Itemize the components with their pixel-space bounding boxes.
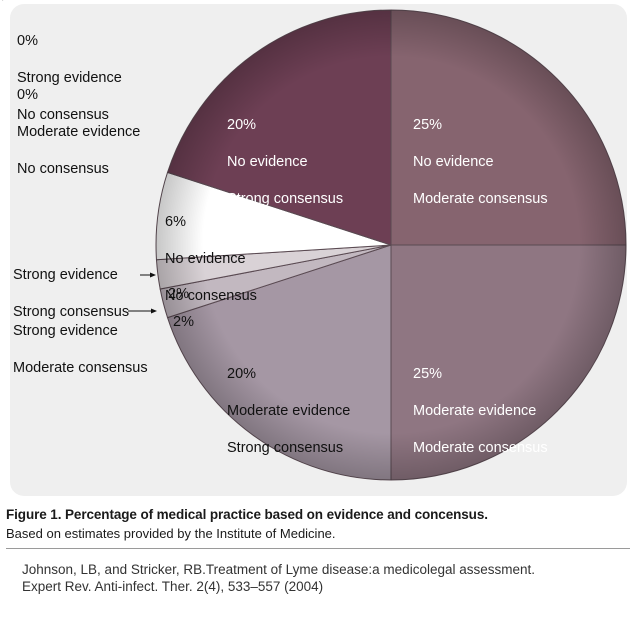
slice-2-pct: 20%	[227, 365, 257, 382]
slice-label-moderate-moderate: 25% Moderate evidence Moderate consensus	[413, 346, 548, 476]
zero-1-evidence: Strong evidence	[17, 69, 122, 86]
slice-0-evidence: No evidence	[413, 153, 494, 170]
zero-label-moderate-no-consensus: 0% Moderate evidence No consensus	[17, 67, 140, 197]
slice-1-pct: 25%	[413, 365, 443, 382]
slice-5-pct: 6%	[165, 213, 186, 230]
zero-1-pct: 0%	[17, 32, 38, 49]
slice-2-consensus: Strong consensus	[227, 439, 344, 456]
outside-2-evidence: Strong evidence	[13, 322, 118, 339]
slice-6-pct: 20%	[227, 116, 257, 133]
slice-label-no-evidence-no-consensus: 6% No evidence No consensus	[165, 194, 257, 324]
corner-mark: ′	[2, 0, 5, 8]
arrow-strong-moderate-head	[151, 308, 157, 314]
figure-caption-title: Figure 1. Percentage of medical practice…	[6, 507, 488, 522]
slice-label-moderate-strong: 20% Moderate evidence Strong consensus	[227, 346, 350, 476]
slice-4-pct: 2%	[168, 285, 189, 302]
slice-label-strong-strong: 2%	[168, 266, 189, 322]
divider	[6, 548, 630, 549]
slice-label-no-evidence-strong: 20% No evidence Strong consensus	[227, 97, 343, 227]
outside-1-consensus: Strong consensus	[13, 303, 130, 320]
outside-label-strong-moderate: Strong evidence Moderate consensus	[13, 303, 148, 396]
slice-1-evidence: Moderate evidence	[413, 402, 537, 419]
outside-2-consensus: Moderate consensus	[13, 359, 148, 376]
slice-1-consensus: Moderate consensus	[413, 439, 548, 456]
zero-2-evidence: Moderate evidence	[17, 123, 141, 140]
slice-5-evidence: No evidence	[165, 250, 246, 267]
slice-6-consensus: Strong consensus	[227, 190, 344, 207]
outside-1-evidence: Strong evidence	[13, 266, 118, 283]
slice-6-evidence: No evidence	[227, 153, 308, 170]
zero-2-pct: 0%	[17, 86, 38, 103]
slice-label-strong-moderate: 2%	[173, 294, 194, 350]
citation-line-2: Expert Rev. Anti-infect. Ther. 2(4), 533…	[22, 579, 324, 594]
zero-label-strong-no-consensus: 0% Strong evidence No consensus	[17, 13, 122, 143]
slice-2-evidence: Moderate evidence	[227, 402, 351, 419]
figure-caption-subtitle: Based on estimates provided by the Insti…	[6, 526, 336, 541]
slice-3-pct: 2%	[173, 313, 194, 330]
citation-line-1: Johnson, LB, and Stricker, RB.Treatment …	[22, 562, 535, 577]
zero-1-consensus: No consensus	[17, 106, 109, 123]
outside-label-strong-strong: Strong evidence Strong consensus	[13, 247, 129, 340]
arrow-strong-strong-head	[150, 272, 156, 278]
slice-0-consensus: Moderate consensus	[413, 190, 548, 207]
slice-5-consensus: No consensus	[165, 287, 257, 304]
slice-label-no-evidence-moderate: 25% No evidence Moderate consensus	[413, 97, 548, 227]
slice-0-pct: 25%	[413, 116, 443, 133]
zero-2-consensus: No consensus	[17, 160, 109, 177]
